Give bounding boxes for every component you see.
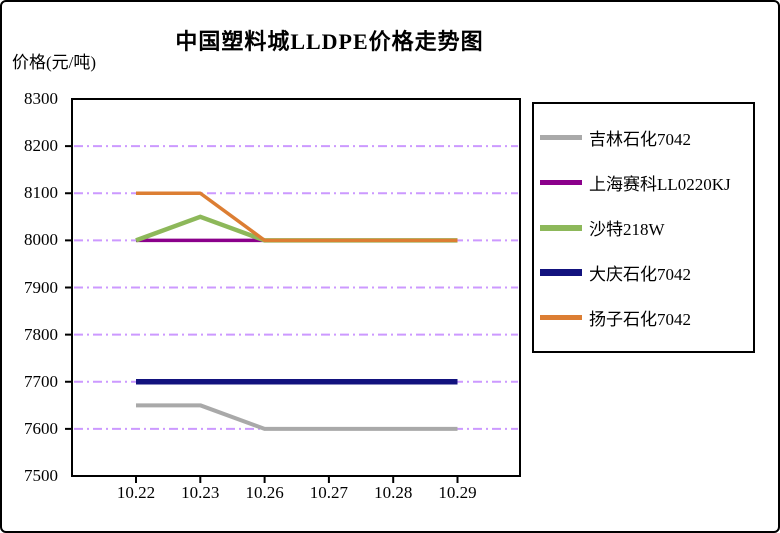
plot-border: [71, 98, 521, 477]
ytick-label-7700: 7700: [24, 371, 58, 391]
ytick-label-8100: 8100: [24, 183, 58, 203]
legend-swatch-icon: [540, 315, 582, 320]
xtick-label-10.22: 10.22: [116, 483, 156, 502]
legend-item-0: 吉林石化7042: [534, 115, 753, 160]
ytick-label-7500: 7500: [24, 466, 58, 485]
xtick-label-10.29: 10.29: [438, 483, 477, 502]
xtick-label-10.27: 10.27: [309, 483, 349, 502]
ytick-label-7800: 7800: [24, 324, 58, 344]
legend-swatch-icon: [540, 135, 582, 140]
y-axis-unit-label: 价格(元/吨): [12, 53, 97, 72]
ytick-label-8000: 8000: [24, 230, 58, 250]
series-line-0: [136, 403, 458, 431]
ytick-label-8200: 8200: [24, 136, 58, 156]
legend-label: 大庆石化7042: [589, 265, 691, 284]
legend-swatch-icon: [540, 180, 582, 185]
chart-title: 中国塑料城LLDPE价格走势图: [175, 29, 484, 54]
ytick-label-7900: 7900: [24, 277, 58, 297]
legend-label: 上海赛科LL0220KJ: [589, 175, 731, 194]
legend-label: 扬子石化7042: [589, 310, 691, 329]
legend-item-2: 沙特218W: [534, 205, 753, 250]
series-line-2: [135, 214, 458, 243]
legend-swatch-icon: [540, 269, 582, 276]
legend-item-4: 扬子石化7042: [534, 295, 753, 340]
xtick-label-10.23: 10.23: [181, 483, 220, 502]
ytick-label-8300: 8300: [24, 89, 58, 108]
xtick-label-10.28: 10.28: [374, 483, 413, 502]
legend-item-1: 上海赛科LL0220KJ: [534, 160, 753, 205]
legend-box: 吉林石化7042 上海赛科LL0220KJ 沙特218W 大庆石化7042 扬子石化70…: [532, 102, 755, 353]
xtick-label-10.26: 10.26: [245, 483, 284, 502]
legend-label: 吉林石化7042: [589, 130, 691, 149]
ytick-label-7600: 7600: [24, 418, 58, 438]
series-line-4: [136, 191, 458, 243]
legend-label: 沙特218W: [589, 220, 665, 239]
legend-swatch-icon: [540, 224, 582, 231]
legend-item-3: 大庆石化7042: [534, 250, 753, 295]
